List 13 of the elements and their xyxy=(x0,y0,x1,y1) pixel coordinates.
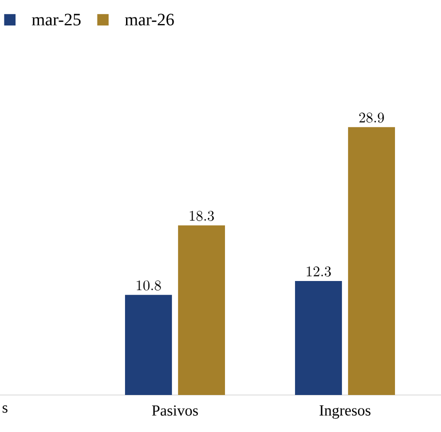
data-label: 12.3 xyxy=(306,266,331,277)
x-tick-label: Ingresos xyxy=(320,405,370,419)
data-label: 18.3 xyxy=(190,210,214,221)
x-tick-label: Pasivos xyxy=(152,405,198,416)
data-label: 28.9 xyxy=(359,112,384,123)
legend-label: mar-26 xyxy=(124,14,174,26)
bar xyxy=(125,294,172,395)
bar xyxy=(178,225,225,395)
bar xyxy=(348,127,395,395)
bar xyxy=(295,280,342,395)
data-label: 10.8 xyxy=(136,280,161,290)
x-tick-label: s xyxy=(2,405,8,413)
legend-label: mar-25 xyxy=(32,14,81,26)
